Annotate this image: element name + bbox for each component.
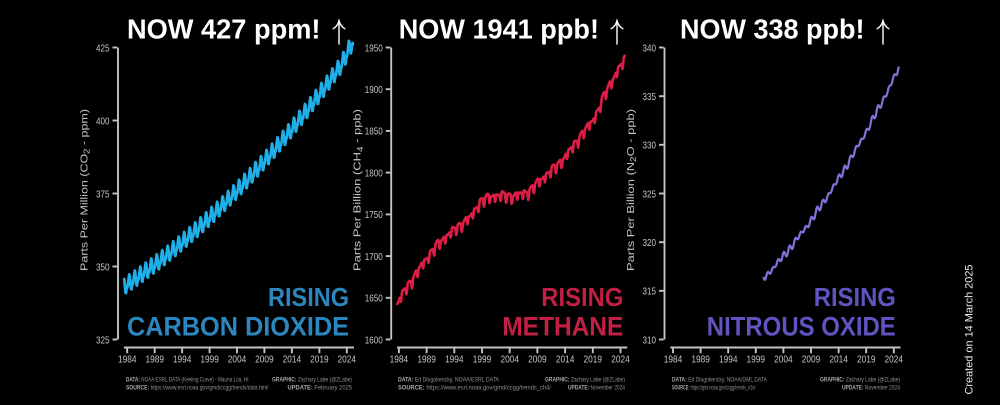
svg-text:1994: 1994 bbox=[445, 354, 464, 366]
svg-text:1989: 1989 bbox=[691, 354, 710, 366]
svg-text:2024: 2024 bbox=[611, 354, 630, 366]
svg-text:335: 335 bbox=[643, 91, 657, 103]
svg-text:Parts Per Billion (CH4 - ppb): Parts Per Billion (CH4 - ppb) bbox=[352, 109, 365, 271]
svg-text:1600: 1600 bbox=[365, 334, 383, 346]
svg-text:340: 340 bbox=[643, 42, 657, 54]
svg-text:1989: 1989 bbox=[145, 354, 164, 366]
svg-text:315: 315 bbox=[643, 286, 657, 298]
svg-text:NOW 338 ppb!: NOW 338 ppb! bbox=[680, 14, 865, 45]
svg-text:GRAPHIC: Zachary Labe (@ZLabe): GRAPHIC: Zachary Labe (@ZLabe) bbox=[545, 377, 625, 384]
svg-text:1850: 1850 bbox=[365, 126, 383, 138]
svg-text:Created on 14 March 2025: Created on 14 March 2025 bbox=[964, 265, 976, 395]
svg-text:DATA: Ed Dlugokencky, NOAA/GML: DATA: Ed Dlugokencky, NOAA/GML DATA bbox=[672, 377, 767, 384]
svg-text:1999: 1999 bbox=[200, 354, 219, 366]
svg-text:METHANE: METHANE bbox=[502, 311, 623, 341]
svg-text:2019: 2019 bbox=[584, 354, 603, 366]
svg-text:NITROUS OXIDE: NITROUS OXIDE bbox=[707, 311, 896, 341]
svg-text:2009: 2009 bbox=[802, 354, 821, 366]
svg-text:375: 375 bbox=[96, 188, 110, 200]
svg-text:2014: 2014 bbox=[829, 354, 848, 366]
svg-text:CARBON DIOXIDE: CARBON DIOXIDE bbox=[127, 311, 349, 341]
svg-text:1999: 1999 bbox=[473, 354, 492, 366]
svg-text:2014: 2014 bbox=[556, 354, 575, 366]
svg-text:1994: 1994 bbox=[173, 354, 192, 366]
svg-text:DATA: Ed Dlugokencky, NOAA/ESR: DATA: Ed Dlugokencky, NOAA/ESRL DATA bbox=[398, 377, 499, 384]
svg-text:UPDATE: November 2024: UPDATE: November 2024 bbox=[568, 385, 625, 392]
svg-text:1994: 1994 bbox=[719, 354, 738, 366]
svg-text:1750: 1750 bbox=[365, 209, 383, 221]
svg-text:NOW 1941 ppb!: NOW 1941 ppb! bbox=[399, 14, 599, 45]
svg-text:2019: 2019 bbox=[310, 354, 329, 366]
svg-text:1700: 1700 bbox=[365, 251, 383, 263]
svg-text:2014: 2014 bbox=[283, 354, 302, 366]
svg-text:SOURCE: https://gml.noaa.gov/c: SOURCE: https://gml.noaa.gov/ccgg/trends… bbox=[672, 385, 756, 392]
svg-text:1999: 1999 bbox=[747, 354, 766, 366]
svg-text:UPDATE: February 2025: UPDATE: February 2025 bbox=[288, 385, 353, 392]
svg-text:RISING: RISING bbox=[541, 282, 623, 312]
svg-text:1989: 1989 bbox=[417, 354, 436, 366]
svg-text:RISING: RISING bbox=[268, 282, 349, 312]
svg-text:320: 320 bbox=[643, 237, 657, 249]
svg-text:2019: 2019 bbox=[857, 354, 876, 366]
svg-text:DATA: NOAA ESRL DATA (Keeling: DATA: NOAA ESRL DATA (Keeling Curve) - M… bbox=[126, 377, 249, 384]
svg-text:RISING: RISING bbox=[814, 282, 896, 312]
svg-text:400: 400 bbox=[96, 115, 110, 127]
svg-text:1984: 1984 bbox=[390, 354, 409, 366]
svg-text:1650: 1650 bbox=[365, 293, 383, 305]
svg-text:2024: 2024 bbox=[885, 354, 904, 366]
svg-text:1800: 1800 bbox=[365, 167, 383, 179]
svg-text:325: 325 bbox=[643, 188, 657, 200]
svg-text:Parts Per Million (CO2 - ppm): Parts Per Million (CO2 - ppm) bbox=[79, 109, 92, 271]
svg-text:1984: 1984 bbox=[118, 354, 137, 366]
svg-text:GRAPHIC: Zachary Labe (@ZLabe): GRAPHIC: Zachary Labe (@ZLabe) bbox=[272, 377, 352, 384]
svg-text:2004: 2004 bbox=[500, 354, 519, 366]
svg-text:Parts Per Billion (N2O - ppb): Parts Per Billion (N2O - ppb) bbox=[625, 109, 638, 271]
svg-text:1900: 1900 bbox=[365, 84, 383, 96]
svg-text:2009: 2009 bbox=[255, 354, 274, 366]
svg-text:SOURCE: https://www.esrl.noaa.: SOURCE: https://www.esrl.noaa.gov/gmd/cc… bbox=[126, 385, 269, 392]
svg-text:310: 310 bbox=[643, 334, 657, 346]
svg-text:2024: 2024 bbox=[338, 354, 357, 366]
svg-text:325: 325 bbox=[96, 334, 110, 346]
svg-text:1950: 1950 bbox=[365, 42, 383, 54]
svg-text:SOURCE: https://www.esrl.noaa.: SOURCE: https://www.esrl.noaa.gov/gmd/cc… bbox=[398, 385, 551, 392]
svg-text:UPDATE: November 2024: UPDATE: November 2024 bbox=[842, 385, 900, 392]
svg-text:425: 425 bbox=[96, 42, 110, 54]
svg-text:330: 330 bbox=[643, 140, 657, 152]
svg-text:350: 350 bbox=[96, 261, 110, 273]
svg-text:2009: 2009 bbox=[528, 354, 547, 366]
svg-text:GRAPHIC: Zachary Labe (@ZLabe): GRAPHIC: Zachary Labe (@ZLabe) bbox=[820, 377, 900, 384]
svg-text:NOW 427 ppm!: NOW 427 ppm! bbox=[127, 14, 321, 45]
svg-text:1984: 1984 bbox=[664, 354, 683, 366]
svg-text:2004: 2004 bbox=[228, 354, 247, 366]
svg-text:2004: 2004 bbox=[774, 354, 793, 366]
